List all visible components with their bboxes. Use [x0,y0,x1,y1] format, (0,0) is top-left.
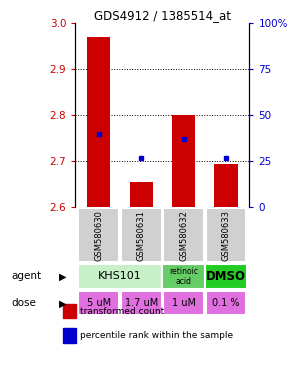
Text: GSM580632: GSM580632 [179,210,188,261]
Bar [63,304,76,318]
Bar [87,37,110,207]
Bar [121,209,162,262]
Text: ▶: ▶ [59,271,67,281]
Bar [163,291,204,316]
Text: 1 uM: 1 uM [172,298,196,308]
Text: dose: dose [12,298,37,308]
Bar [130,182,153,207]
Text: transformed count: transformed count [80,307,164,316]
Bar [214,164,238,207]
Bar [172,115,195,207]
Bar [78,209,119,262]
Text: agent: agent [12,271,42,281]
Text: retinoic
acid: retinoic acid [169,267,198,286]
Bar [205,265,247,289]
Text: percentile rank within the sample: percentile rank within the sample [80,331,233,340]
Bar [162,265,205,289]
Text: GSM580630: GSM580630 [94,210,103,261]
Bar [163,209,204,262]
Title: GDS4912 / 1385514_at: GDS4912 / 1385514_at [94,9,231,22]
Text: GSM580633: GSM580633 [222,210,231,261]
Text: GSM580631: GSM580631 [137,210,146,261]
Text: ▶: ▶ [59,298,67,308]
Text: DMSO: DMSO [206,270,246,283]
Bar [77,265,162,289]
Text: 0.1 %: 0.1 % [212,298,240,308]
Text: 1.7 uM: 1.7 uM [125,298,158,308]
Bar [78,291,119,316]
Bar [206,291,246,316]
Bar [206,209,246,262]
Bar [63,328,76,343]
Text: 5 uM: 5 uM [87,298,111,308]
Text: KHS101: KHS101 [98,271,142,281]
Bar [121,291,162,316]
